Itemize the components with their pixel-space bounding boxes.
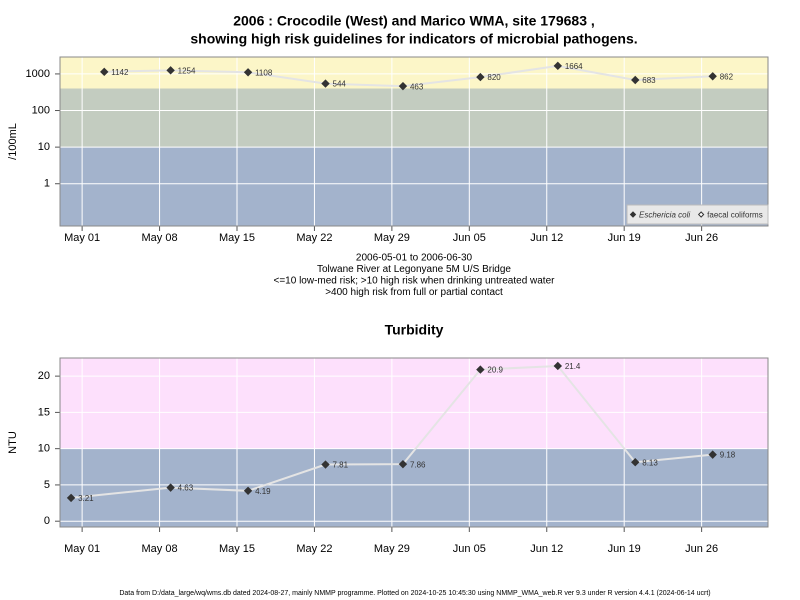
data-label: 683 bbox=[642, 76, 656, 85]
data-point bbox=[631, 75, 640, 85]
data-point bbox=[321, 79, 330, 88]
data-point bbox=[553, 361, 563, 371]
x-tick-label: Jun 19 bbox=[608, 232, 641, 244]
data-label: 9.18 bbox=[720, 451, 736, 460]
chart-title: Turbidity bbox=[385, 322, 444, 338]
legend-label: faecal coliforms bbox=[707, 211, 763, 220]
chart-title: 2006 : Crocodile (West) and Marico WMA, … bbox=[233, 13, 595, 29]
plot-frame bbox=[59, 357, 769, 528]
y-axis-label: NTU bbox=[7, 431, 19, 454]
data-point bbox=[321, 460, 330, 469]
data-point bbox=[398, 459, 408, 469]
data-point bbox=[243, 68, 253, 77]
x-tick-label: May 01 bbox=[64, 543, 100, 555]
x-tick-label: Jun 12 bbox=[530, 543, 563, 555]
data-label: 21.4 bbox=[565, 362, 581, 371]
data-label: 1254 bbox=[178, 66, 196, 75]
x-tick-label: May 22 bbox=[296, 543, 332, 555]
data-label: 7.86 bbox=[410, 460, 426, 469]
data-point bbox=[166, 66, 175, 75]
chart-title: showing high risk guidelines for indicat… bbox=[190, 31, 637, 47]
x-tick-label: May 22 bbox=[296, 232, 332, 244]
data-label: 20.9 bbox=[487, 366, 503, 375]
x-tick-label: May 15 bbox=[219, 232, 255, 244]
data-label: 862 bbox=[720, 72, 734, 81]
data-label: 3.21 bbox=[78, 494, 94, 503]
legend-label: Eschericia coli bbox=[639, 211, 690, 220]
footer: Data from D:/data_large/wq/wms.db dated … bbox=[119, 590, 710, 597]
x-tick-label: Jun 12 bbox=[530, 232, 563, 244]
y-axis-label: /100mL bbox=[7, 123, 19, 160]
x-tick-label: May 01 bbox=[64, 232, 100, 244]
data-point bbox=[100, 67, 109, 77]
data-label: 1142 bbox=[111, 68, 129, 77]
data-point bbox=[631, 458, 640, 467]
y-tick-label: 20 bbox=[38, 370, 50, 382]
x-tick-label: May 15 bbox=[219, 543, 255, 555]
data-point bbox=[708, 72, 717, 81]
data-label: 4.19 bbox=[255, 487, 271, 496]
data-point bbox=[476, 365, 485, 374]
data-label: 4.63 bbox=[178, 484, 194, 493]
x-tick-label: Jun 05 bbox=[453, 543, 486, 555]
note: >400 high risk from full or partial cont… bbox=[325, 287, 503, 298]
y-tick-label: 15 bbox=[38, 406, 50, 418]
data-point bbox=[66, 493, 76, 503]
x-tick-label: Jun 26 bbox=[685, 543, 718, 555]
note: 2006-05-01 to 2006-06-30 bbox=[356, 253, 473, 264]
data-point bbox=[708, 450, 717, 459]
x-tick-label: Jun 26 bbox=[685, 232, 718, 244]
y-tick-label: 0 bbox=[44, 515, 50, 527]
y-tick-label: 100 bbox=[32, 104, 50, 116]
data-label: 7.81 bbox=[333, 461, 349, 470]
y-tick-label: 10 bbox=[38, 141, 50, 153]
data-label: 544 bbox=[333, 80, 347, 89]
data-label: 463 bbox=[410, 82, 424, 91]
x-tick-label: Jun 05 bbox=[453, 232, 486, 244]
y-tick-label: 1 bbox=[44, 178, 50, 190]
x-tick-label: Jun 19 bbox=[608, 543, 641, 555]
x-tick-label: May 08 bbox=[142, 232, 178, 244]
note: Tolwane River at Legonyane 5M U/S Bridge bbox=[317, 264, 511, 275]
data-point bbox=[553, 61, 563, 71]
data-label: 8.13 bbox=[642, 458, 658, 467]
note: <=10 low-med risk; >10 high risk when dr… bbox=[274, 276, 556, 287]
risk-band bbox=[60, 57, 768, 89]
x-tick-label: May 08 bbox=[142, 543, 178, 555]
data-point bbox=[476, 72, 485, 82]
data-point bbox=[166, 483, 175, 492]
plot-frame bbox=[59, 56, 769, 227]
data-label: 1108 bbox=[255, 68, 273, 77]
y-tick-label: 5 bbox=[44, 479, 50, 491]
legend-box bbox=[626, 204, 769, 225]
legend-marker bbox=[629, 211, 637, 218]
y-tick-label: 1000 bbox=[26, 68, 50, 80]
data-point bbox=[243, 486, 253, 496]
data-label: 1664 bbox=[565, 62, 583, 71]
data-point bbox=[398, 81, 408, 91]
x-tick-label: May 29 bbox=[374, 232, 410, 244]
legend-marker bbox=[697, 211, 705, 218]
y-tick-label: 10 bbox=[38, 443, 50, 455]
risk-band bbox=[60, 358, 768, 449]
x-tick-label: May 29 bbox=[374, 543, 410, 555]
data-label: 820 bbox=[487, 73, 501, 82]
risk-band bbox=[60, 88, 768, 148]
